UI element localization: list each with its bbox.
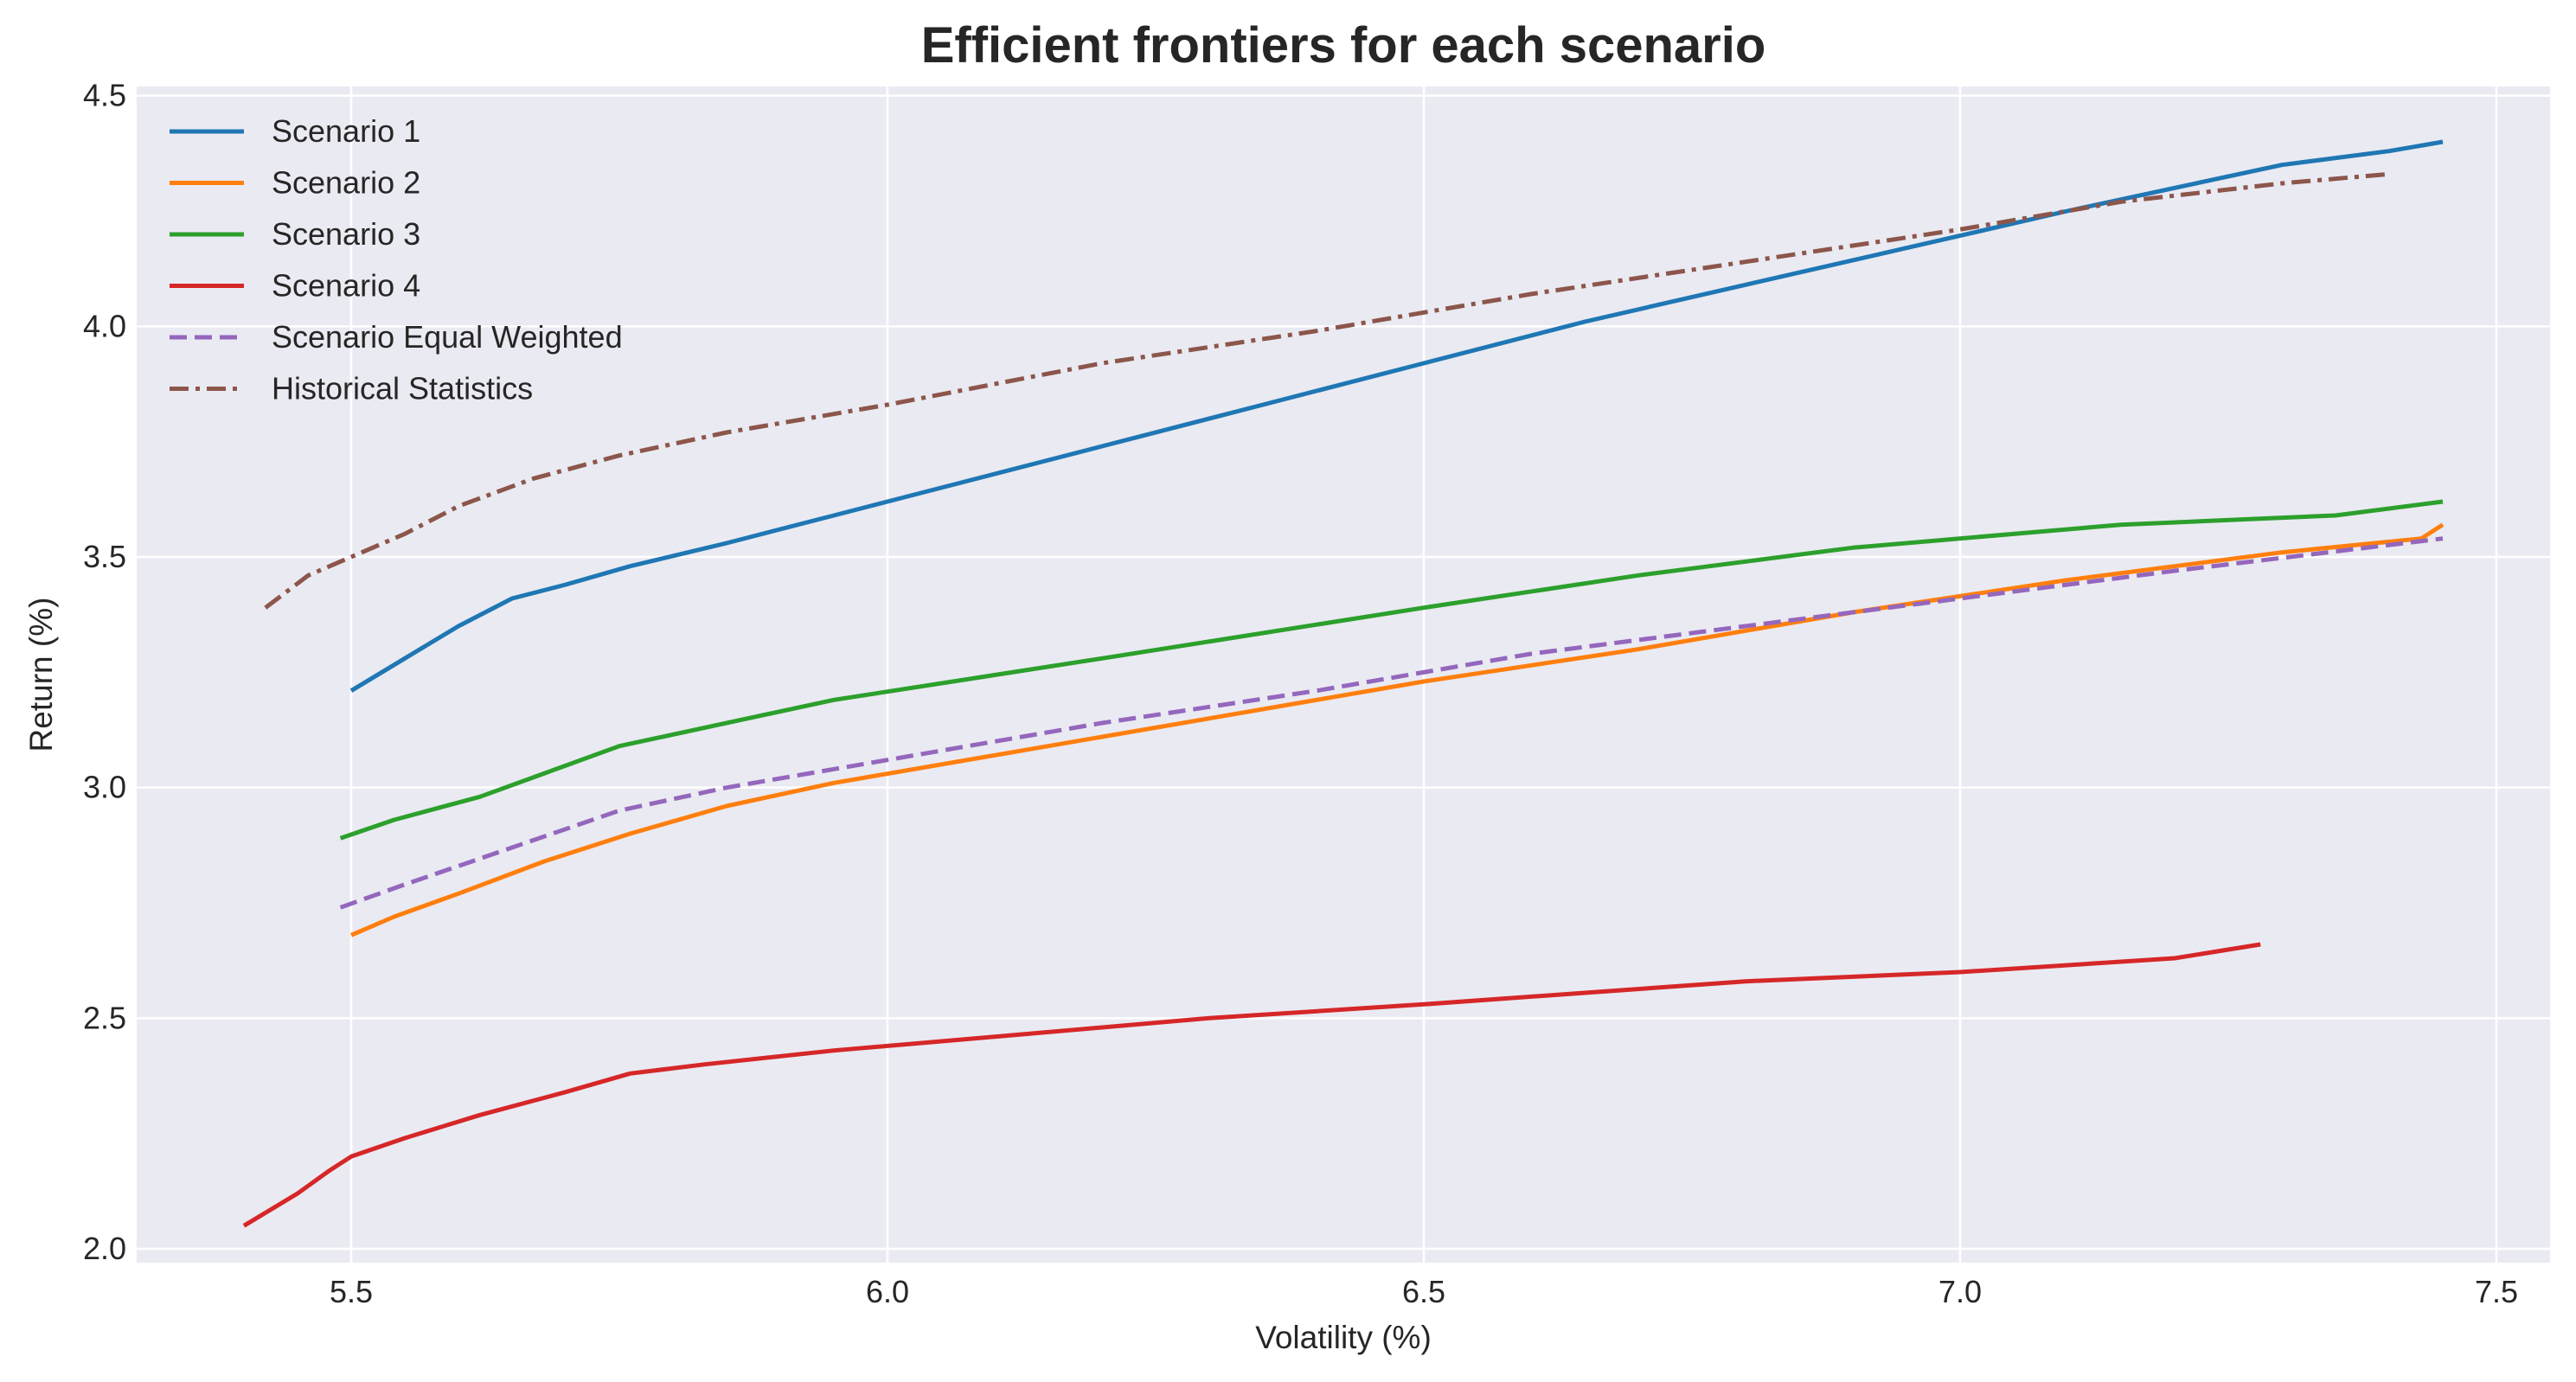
series-lines (242, 139, 2445, 1228)
y-tick-label: 4.5 (83, 78, 126, 113)
legend-label: Scenario Equal Weighted (272, 319, 623, 355)
x-tick-label: 7.0 (1938, 1274, 1982, 1309)
y-gridlines (137, 94, 2550, 1251)
series-line-scenario-equal-weighted (339, 536, 2444, 910)
legend-label: Scenario 1 (272, 113, 420, 149)
legend-label: Scenario 2 (272, 165, 420, 201)
y-tick-label: 2.5 (83, 1000, 126, 1035)
x-axis-label: Volatility (%) (1255, 1320, 1432, 1355)
x-tick-label: 6.0 (866, 1274, 909, 1309)
legend-label: Scenario 4 (272, 268, 420, 304)
x-gridlines (349, 86, 2498, 1263)
series-line-scenario-3 (339, 499, 2444, 841)
x-tick-label: 5.5 (330, 1274, 373, 1309)
x-tick-label: 7.5 (2475, 1274, 2518, 1309)
x-tick-label: 6.5 (1402, 1274, 1445, 1309)
plot-background (137, 86, 2550, 1263)
x-tick-labels: 5.5 6.0 6.5 7.0 7.5 (330, 1274, 2518, 1309)
y-tick-label: 4.0 (83, 308, 126, 343)
y-axis-label: Return (%) (23, 598, 59, 752)
series-line-scenario-2 (350, 522, 2445, 937)
series-line-historical-statistics (264, 171, 2390, 610)
y-tick-label: 3.5 (83, 539, 126, 574)
legend: Scenario 1 Scenario 2 Scenario 3 Scenario 4… (170, 113, 623, 406)
series-line-scenario-1 (349, 139, 2444, 693)
legend-label: Historical Statistics (272, 371, 533, 406)
y-tick-labels: 2.0 2.5 3.0 3.5 4.0 4.5 (83, 78, 126, 1266)
chart-title: Efficient frontiers for each scenario (921, 17, 1766, 74)
legend-label: Scenario 3 (272, 216, 420, 252)
y-tick-label: 3.0 (83, 770, 126, 805)
series-line-scenario-4 (242, 942, 2261, 1228)
y-tick-label: 2.0 (83, 1231, 126, 1266)
